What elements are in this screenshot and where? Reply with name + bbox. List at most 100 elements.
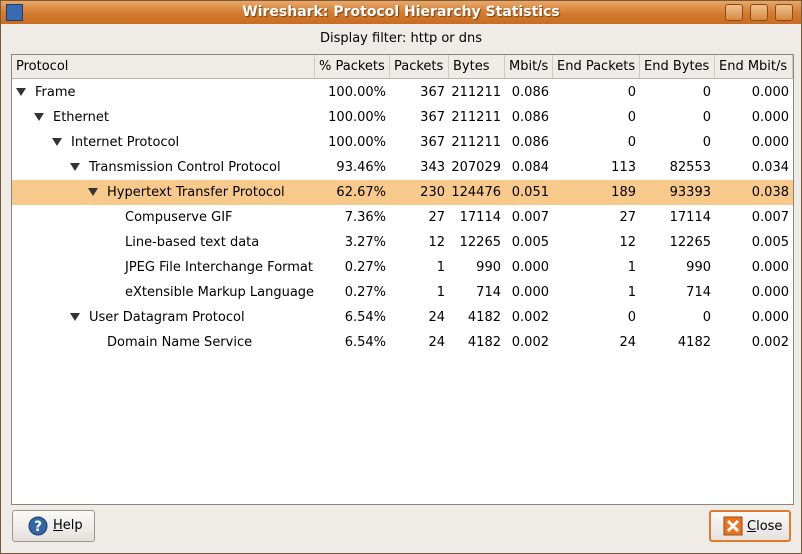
table-row[interactable]: User Datagram Protocol 6.54% 24 4182 0.002 0 0… bbox=[12, 305, 793, 330]
cell-value: 0.002 bbox=[751, 335, 789, 350]
cell-value: 0.27% bbox=[344, 285, 386, 300]
cell-value: 24 bbox=[428, 310, 445, 325]
cell-value: 1 bbox=[436, 260, 445, 275]
expander bbox=[34, 113, 44, 121]
cell-value: 93.46% bbox=[336, 160, 386, 175]
app-icon bbox=[6, 4, 23, 21]
protocol-name: Internet Protocol bbox=[71, 135, 180, 150]
cell-value: 189 bbox=[611, 185, 636, 200]
cell-value: 3.27% bbox=[344, 235, 386, 250]
cell-value: 0 bbox=[627, 110, 636, 125]
cell-value: 93393 bbox=[669, 185, 711, 200]
cell-value: 0.007 bbox=[751, 210, 789, 225]
expander bbox=[52, 138, 62, 146]
cell-value: 343 bbox=[420, 160, 445, 175]
expander bbox=[70, 313, 80, 321]
protocol-name: Line-based text data bbox=[125, 235, 260, 250]
cell-value: 0.002 bbox=[511, 335, 549, 350]
cell-value: 0.086 bbox=[511, 110, 549, 125]
table-row[interactable]: JPEG File Interchange Format 0.27% 1 990 0.0… bbox=[12, 255, 793, 280]
cell-value: 211211 bbox=[451, 110, 501, 125]
cell-value: 211211 bbox=[451, 85, 501, 100]
cell-value: 0.000 bbox=[751, 135, 789, 150]
cell-value: 990 bbox=[476, 260, 501, 275]
maximize-button[interactable] bbox=[750, 4, 768, 21]
close-button[interactable]: Close bbox=[709, 510, 791, 542]
cell-value: 1 bbox=[436, 285, 445, 300]
cell-value: 100.00% bbox=[328, 110, 386, 125]
close-icon bbox=[723, 516, 743, 536]
cell-value: 0.000 bbox=[751, 310, 789, 325]
expander bbox=[16, 88, 26, 96]
cell-value: 211211 bbox=[451, 135, 501, 150]
table-row[interactable]: Line-based text data 3.27% 12 12265 0.005 12 1… bbox=[12, 230, 793, 255]
cell-value: 0.000 bbox=[511, 260, 549, 275]
cell-value: 82553 bbox=[669, 160, 711, 175]
close-window-button[interactable] bbox=[775, 4, 793, 21]
protocol-name: Ethernet bbox=[53, 110, 109, 125]
column-header: Packets bbox=[390, 55, 449, 79]
table-row[interactable]: Hypertext Transfer Protocol 62.67% 230 1244… bbox=[12, 180, 793, 205]
cell-value: 0 bbox=[627, 310, 636, 325]
cell-value: 24 bbox=[428, 335, 445, 350]
cell-value: 0.27% bbox=[344, 260, 386, 275]
table-row[interactable]: Ethernet 100.00% 367 211211 0.086 0 0 0.000 bbox=[12, 105, 793, 130]
cell-value: 714 bbox=[476, 285, 501, 300]
table-row[interactable]: Transmission Control Protocol 93.46% 343 20… bbox=[12, 155, 793, 180]
column-header: % Packets bbox=[315, 55, 390, 79]
cell-value: 1 bbox=[627, 285, 636, 300]
column-header: End Bytes bbox=[640, 55, 715, 79]
cell-value: 12265 bbox=[669, 235, 711, 250]
cell-value: 0 bbox=[702, 135, 711, 150]
close-label: Close bbox=[747, 519, 783, 534]
protocol-name: Domain Name Service bbox=[107, 335, 253, 350]
column-header: End Packets bbox=[553, 55, 640, 79]
protocol-name: Frame bbox=[35, 85, 76, 100]
cell-value: 0 bbox=[627, 135, 636, 150]
protocol-name: eXtensible Markup Language bbox=[125, 285, 315, 300]
cell-value: 27 bbox=[619, 210, 636, 225]
cell-value: 0.000 bbox=[751, 260, 789, 275]
cell-value: 4182 bbox=[677, 335, 711, 350]
table-row[interactable]: Frame 100.00% 367 211211 0.086 0 0 0.000 bbox=[12, 80, 793, 105]
cell-value: 100.00% bbox=[328, 85, 386, 100]
cell-value: 0 bbox=[702, 85, 711, 100]
cell-value: 0 bbox=[627, 85, 636, 100]
column-header: Bytes bbox=[449, 55, 505, 79]
cell-value: 0.038 bbox=[751, 185, 789, 200]
table-row[interactable]: Domain Name Service 6.54% 24 4182 0.002 24 418… bbox=[12, 330, 793, 355]
table-row[interactable]: Internet Protocol 100.00% 367 211211 0.086 0 0… bbox=[12, 130, 793, 155]
cell-value: 0.000 bbox=[751, 110, 789, 125]
cell-value: 0.005 bbox=[511, 235, 549, 250]
table-row[interactable]: eXtensible Markup Language 0.27% 1 714 0.000… bbox=[12, 280, 793, 305]
cell-value: 0.002 bbox=[511, 310, 549, 325]
expander bbox=[70, 163, 80, 171]
protocol-name: Compuserve GIF bbox=[125, 210, 233, 225]
cell-value: 207029 bbox=[451, 160, 501, 175]
table-row[interactable]: Compuserve GIF 7.36% 27 17114 0.007 27 17114 0.… bbox=[12, 205, 793, 230]
title-bar: Wireshark: Protocol Hierarchy Statistics bbox=[1, 1, 801, 24]
cell-value: 367 bbox=[420, 85, 445, 100]
column-header: Mbit/s bbox=[505, 55, 553, 79]
cell-value: 62.67% bbox=[336, 185, 386, 200]
cell-value: 0.007 bbox=[511, 210, 549, 225]
cell-value: 0 bbox=[702, 110, 711, 125]
cell-value: 367 bbox=[420, 110, 445, 125]
cell-value: 12 bbox=[428, 235, 445, 250]
cell-value: 17114 bbox=[459, 210, 501, 225]
cell-value: 27 bbox=[428, 210, 445, 225]
cell-value: 0 bbox=[702, 310, 711, 325]
cell-value: 0.034 bbox=[751, 160, 789, 175]
help-label: Help bbox=[53, 518, 83, 533]
protocol-name: User Datagram Protocol bbox=[89, 310, 245, 325]
cell-value: 4182 bbox=[467, 335, 501, 350]
minimize-button[interactable] bbox=[725, 4, 743, 21]
cell-value: 714 bbox=[686, 285, 711, 300]
cell-value: 0.086 bbox=[511, 135, 549, 150]
protocol-table: Protocol% Packets Packets Bytes Mbit/s End P… bbox=[11, 54, 794, 505]
cell-value: 4182 bbox=[467, 310, 501, 325]
protocol-name: Transmission Control Protocol bbox=[89, 160, 281, 175]
cell-value: 990 bbox=[686, 260, 711, 275]
help-button[interactable]: ? Help bbox=[12, 510, 95, 542]
window-title: Wireshark: Protocol Hierarchy Statistics bbox=[242, 4, 560, 20]
